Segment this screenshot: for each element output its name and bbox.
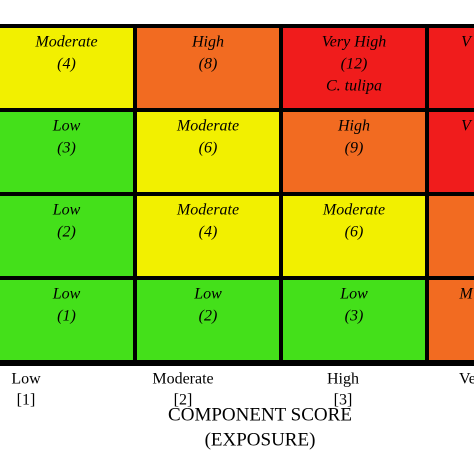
x-label: Moderate (152, 371, 213, 388)
cell-text: (4) (199, 224, 218, 241)
cell-text: Moderate (176, 202, 239, 219)
cell-text: Low (193, 286, 222, 303)
cell-text: (9) (345, 140, 364, 157)
cell (283, 28, 425, 108)
cell-text: High (191, 34, 224, 51)
cell (429, 28, 474, 108)
cell-text: Low (52, 118, 81, 135)
cell (429, 112, 474, 192)
cell-text: (12) (341, 56, 368, 73)
x-label: [3] (334, 392, 353, 409)
cell-text: (8) (199, 56, 218, 73)
cell-text: (6) (345, 224, 364, 241)
cell (429, 196, 474, 276)
x-label: Low (11, 371, 41, 388)
cell-text: (3) (57, 140, 76, 157)
x-label: [1] (17, 392, 36, 409)
cell (0, 196, 133, 276)
cell-text: Low (339, 286, 368, 303)
cell (137, 28, 279, 108)
cell-text: (4) (57, 56, 76, 73)
cell (283, 196, 425, 276)
axis-subtitle: (EXPOSURE) (205, 429, 316, 450)
cell (137, 196, 279, 276)
cell-text: M (458, 286, 474, 303)
cell (429, 280, 474, 360)
x-label: Ve (459, 371, 474, 388)
x-label: [2] (174, 392, 193, 409)
cell-text: V (461, 34, 473, 51)
cell-text: (6) (199, 140, 218, 157)
cell-text: Low (52, 202, 81, 219)
cell (0, 280, 133, 360)
cell-text: (2) (57, 224, 76, 241)
cell-text: (3) (345, 308, 364, 325)
cell-text: Low (52, 286, 81, 303)
cell-text: Moderate (34, 34, 97, 51)
cell-text: (1) (57, 308, 76, 325)
cell-text: V (461, 118, 473, 135)
x-label: High (327, 371, 359, 388)
cell-text: Very High (322, 34, 386, 51)
axis-title: COMPONENT SCORE (168, 404, 352, 425)
cell (283, 112, 425, 192)
cell (0, 112, 133, 192)
cell-text: Moderate (176, 118, 239, 135)
cell-text: High (337, 118, 370, 135)
cell-text: Moderate (322, 202, 385, 219)
cell-text: C. tulipa (326, 78, 382, 95)
cell (283, 280, 425, 360)
cell (137, 112, 279, 192)
cell (0, 28, 133, 108)
cell (137, 280, 279, 360)
cell-text: (2) (199, 308, 218, 325)
